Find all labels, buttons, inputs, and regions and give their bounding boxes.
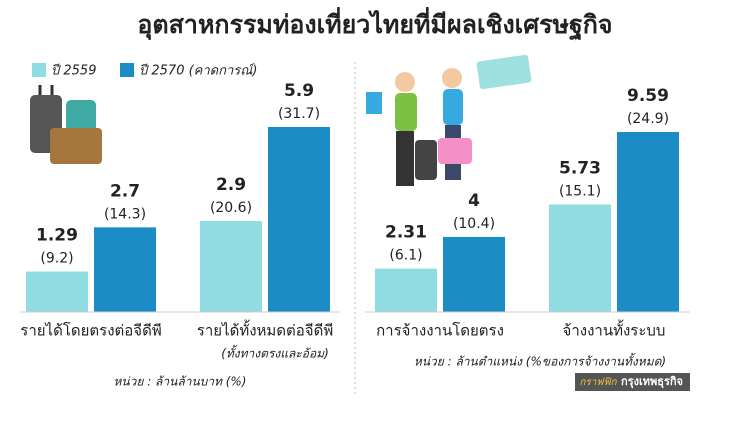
- category-label: การจ้างงานโดยตรง: [376, 322, 504, 340]
- bar: [617, 132, 679, 312]
- bar: [94, 227, 156, 312]
- bar: [200, 221, 262, 312]
- legend-swatch: [32, 63, 46, 77]
- luggage-illustration: [30, 85, 102, 164]
- legend-label: ปี 2559: [51, 63, 96, 79]
- category-label: รายได้โดยตรงต่อจีดีพี: [20, 322, 161, 340]
- share-label: (6.1): [389, 248, 422, 264]
- value-label: 2.7: [110, 181, 140, 201]
- bar: [375, 268, 437, 312]
- share-label: (31.7): [278, 106, 320, 122]
- value-label: 1.29: [36, 226, 78, 246]
- title: อุตสาหกรรมท่องเที่ยวไทยที่มีผลเชิงเศรษฐก…: [137, 7, 612, 41]
- share-label: (9.2): [40, 251, 73, 267]
- category-note: (ทั้งทางตรงและอ้อม): [221, 345, 329, 361]
- share-label: (24.9): [627, 111, 669, 127]
- value-label: 5.9: [284, 81, 314, 101]
- share-label: (20.6): [210, 200, 252, 216]
- share-label: (15.1): [559, 183, 601, 199]
- unit-note: หน่วย : ล้านล้านบาท (%): [114, 375, 247, 389]
- credit-name: กรุงเทพธุรกิจ: [621, 375, 683, 389]
- bar: [549, 204, 611, 312]
- share-label: (14.3): [104, 206, 146, 222]
- bar: [443, 236, 505, 312]
- value-label: 9.59: [627, 86, 669, 106]
- value-label: 4: [468, 191, 480, 211]
- legend-swatch: [120, 63, 134, 77]
- travelers-illustration: [366, 54, 532, 186]
- value-label: 2.9: [216, 175, 246, 195]
- legend-label: ปี 2570 (คาดการณ์): [139, 63, 257, 79]
- category-label: รายได้ทั้งหมดต่อจีดีพี: [197, 320, 333, 340]
- share-label: (10.4): [453, 216, 495, 232]
- bar: [26, 271, 88, 312]
- unit-note: หน่วย : ล้านตำแหน่ง (%ของการจ้างงานทั้งห…: [414, 353, 666, 369]
- credit-box: [575, 373, 690, 391]
- category-label: จ้างงานทั้งระบบ: [563, 320, 666, 340]
- credit-label: กราฟฟิก: [579, 376, 617, 388]
- value-label: 5.73: [559, 158, 601, 178]
- bar: [268, 127, 330, 312]
- value-label: 2.31: [385, 223, 427, 243]
